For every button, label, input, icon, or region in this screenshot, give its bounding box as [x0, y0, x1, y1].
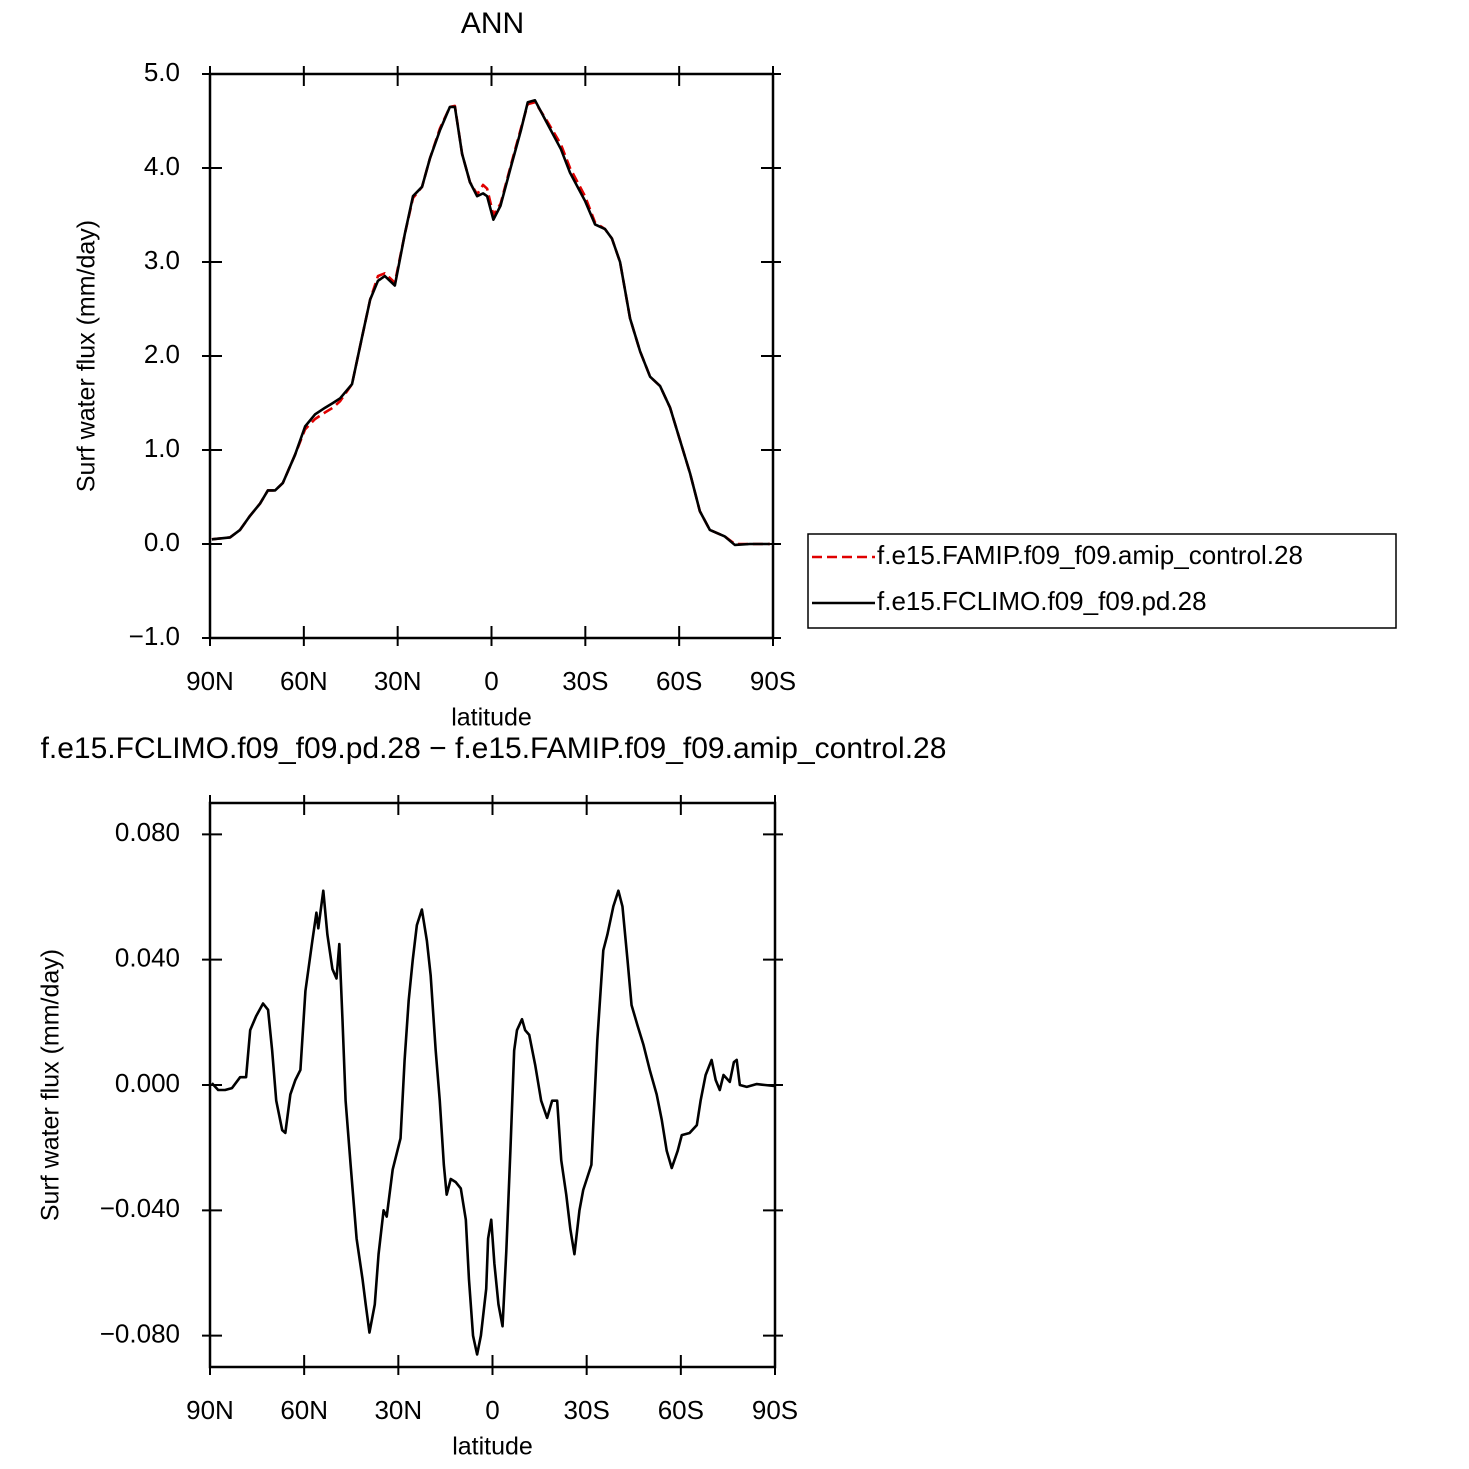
x-tick-label: 30N [374, 666, 422, 696]
plot-frame [208, 72, 775, 640]
legend-label: f.e15.FAMIP.f09_f09.amip_control.28 [877, 540, 1303, 570]
y-tick-label: 0.040 [115, 943, 180, 973]
x-tick-label: 60N [280, 666, 328, 696]
y-axis-label: Surf water flux (mm/day) [73, 220, 101, 492]
x-tick-label: 60S [656, 666, 702, 696]
y-tick-label: −1.0 [129, 621, 180, 651]
y-tick-label: 2.0 [144, 339, 180, 369]
y-tick-label: 0.080 [115, 817, 180, 847]
x-tick-label: 0 [485, 1395, 499, 1425]
legend-label: f.e15.FCLIMO.f09_f09.pd.28 [877, 586, 1207, 616]
x-tick-label: 60N [280, 1395, 328, 1425]
y-tick-label: 1.0 [144, 433, 180, 463]
x-tick-label: 0 [484, 666, 498, 696]
y-tick-label: 3.0 [144, 245, 180, 275]
y-tick-label: −0.040 [100, 1193, 180, 1223]
y-tick-label: 0.000 [115, 1068, 180, 1098]
x-tick-label: 30S [562, 666, 608, 696]
x-tick-label: 90S [752, 1395, 798, 1425]
x-axis-label: latitude [451, 704, 532, 732]
data-line [211, 99, 770, 547]
x-axis-label: latitude [452, 1433, 533, 1461]
x-tick-label: 60S [658, 1395, 704, 1425]
x-tick-label: 90S [750, 666, 796, 696]
y-axis-label: Surf water flux (mm/day) [37, 949, 65, 1221]
x-tick-label: 30S [564, 1395, 610, 1425]
x-tick-label: 90N [186, 1395, 234, 1425]
y-tick-label: 4.0 [144, 151, 180, 181]
y-tick-label: 5.0 [144, 57, 180, 87]
chart-title: ANN [461, 7, 524, 40]
y-tick-label: −0.080 [100, 1319, 180, 1349]
data-line [211, 100, 770, 546]
x-tick-label: 30N [374, 1395, 422, 1425]
chart-title: f.e15.FCLIMO.f09_f09.pd.28 − f.e15.FAMIP… [41, 732, 947, 765]
x-tick-label: 90N [186, 666, 234, 696]
y-tick-label: 0.0 [144, 527, 180, 557]
legend-box [807, 533, 1397, 629]
data-line [210, 889, 775, 1356]
